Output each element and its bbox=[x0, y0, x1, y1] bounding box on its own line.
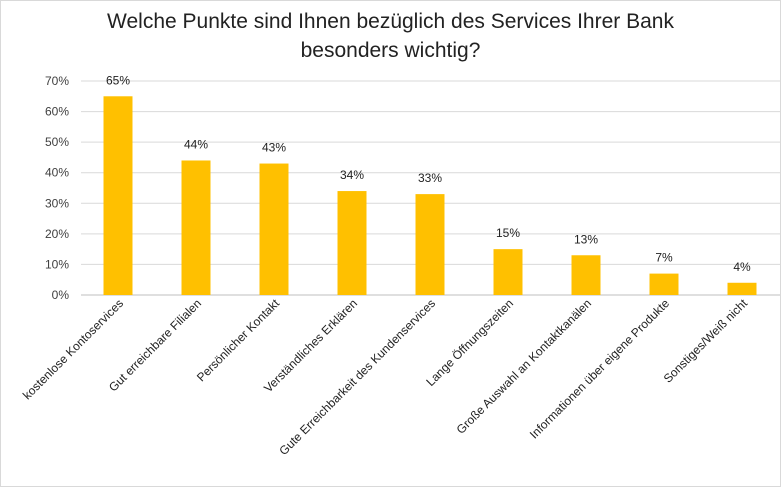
bar bbox=[493, 249, 523, 295]
x-category-label: Sonstiges/Weiß nicht bbox=[661, 296, 751, 386]
y-tick-label: 60% bbox=[45, 105, 69, 119]
data-label: 44% bbox=[184, 137, 208, 151]
x-category-label: Große Auswahl an Kontaktkanälen bbox=[454, 296, 595, 437]
data-label: 34% bbox=[340, 168, 364, 182]
x-category-label: Lange Öffnungszeiten bbox=[423, 296, 516, 389]
y-tick-label: 10% bbox=[45, 257, 69, 271]
x-category-label: Gute Erreichbarkeit des Kundenservices bbox=[276, 296, 438, 458]
chart-title: Welche Punkte sind Ihnen bezüglich des S… bbox=[107, 10, 674, 62]
y-tick-label: 0% bbox=[52, 288, 70, 302]
bar bbox=[727, 282, 757, 295]
data-label: 65% bbox=[106, 73, 130, 87]
data-label: 33% bbox=[418, 171, 442, 185]
data-label: 43% bbox=[262, 141, 286, 155]
data-label: 15% bbox=[496, 226, 520, 240]
data-label: 4% bbox=[733, 260, 751, 274]
bar bbox=[571, 255, 601, 295]
x-category-label: Informationen über eigene Produkte bbox=[527, 296, 673, 442]
y-tick-label: 40% bbox=[45, 166, 69, 180]
data-label: 13% bbox=[574, 232, 598, 246]
x-category-label: Persönlicher Kontakt bbox=[194, 296, 283, 385]
y-tick-label: 50% bbox=[45, 135, 69, 149]
bar bbox=[181, 160, 211, 295]
data-label: 7% bbox=[655, 251, 673, 265]
y-tick-label: 70% bbox=[45, 74, 69, 88]
bar bbox=[337, 191, 367, 295]
bar bbox=[649, 273, 679, 295]
y-tick-label: 30% bbox=[45, 196, 69, 210]
bar bbox=[103, 96, 133, 296]
bar bbox=[259, 163, 289, 295]
bar bbox=[415, 194, 445, 295]
y-tick-label: 20% bbox=[45, 227, 69, 241]
